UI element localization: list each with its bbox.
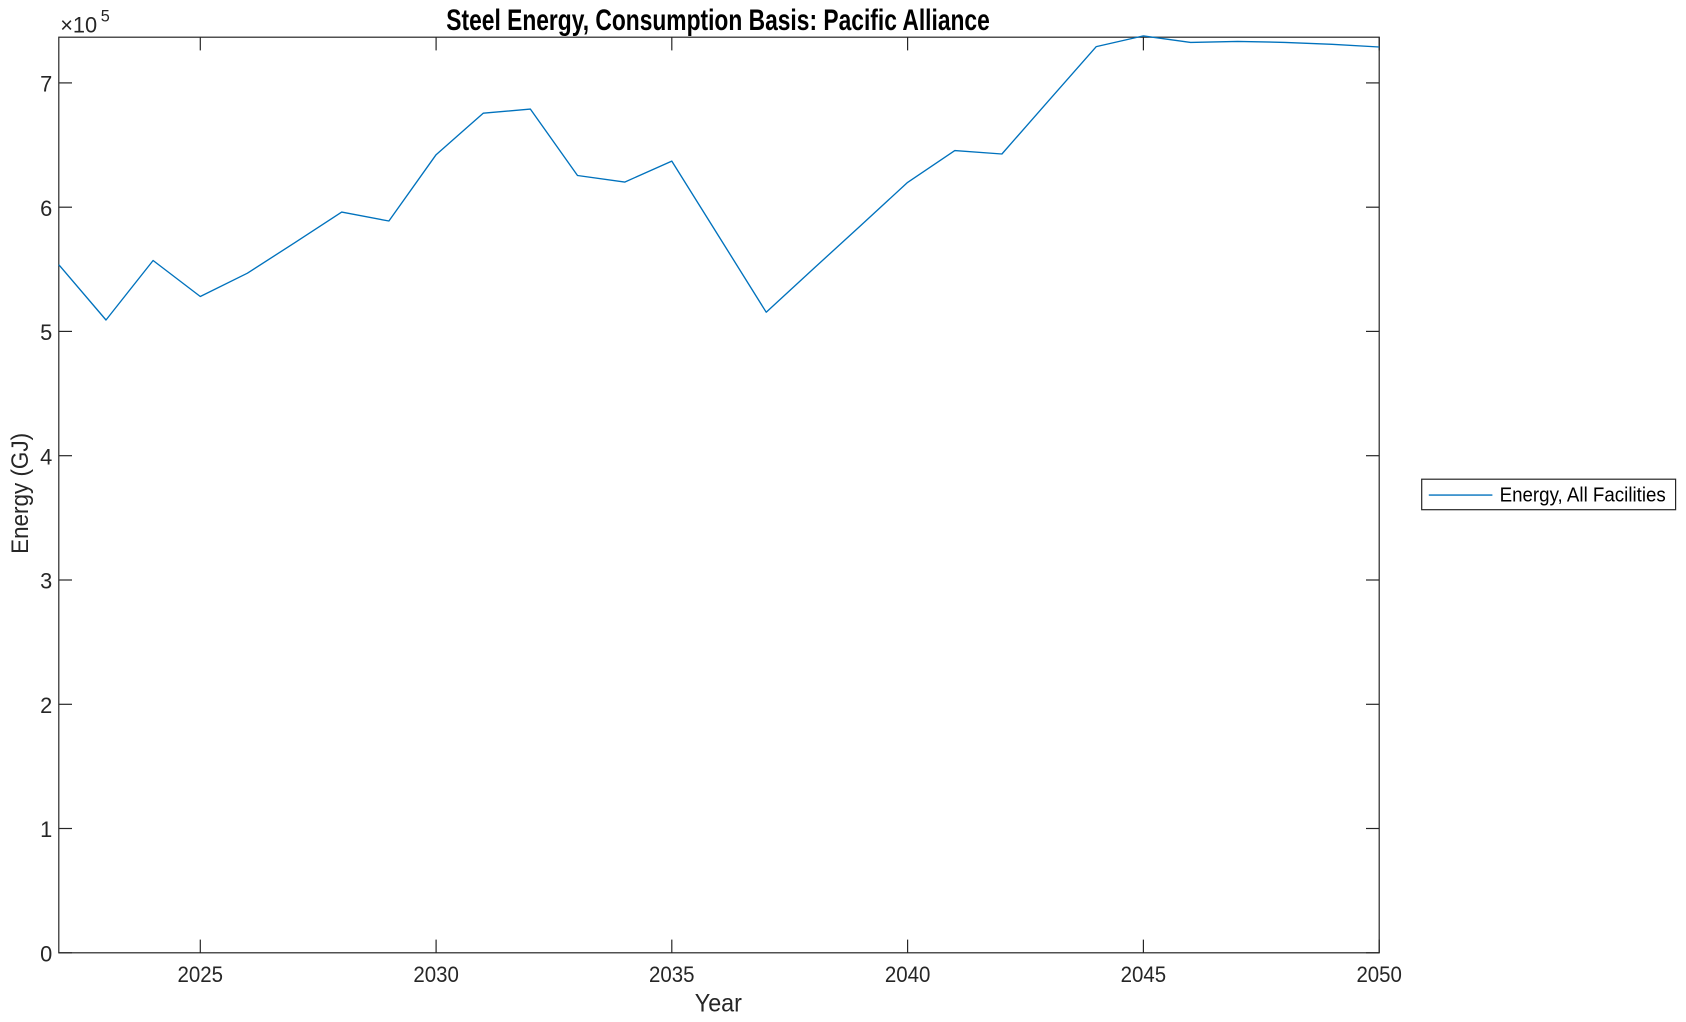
svg-text:Energy, All Facilities: Energy, All Facilities [1500,483,1666,506]
svg-text:2050: 2050 [1356,962,1402,987]
svg-text:7: 7 [40,72,52,97]
svg-text:0: 0 [40,941,52,966]
svg-text:3: 3 [40,569,52,594]
svg-text:2: 2 [40,693,52,718]
svg-text:2045: 2045 [1121,962,1167,987]
svg-text:2035: 2035 [649,962,695,987]
svg-text:4: 4 [40,444,52,469]
svg-text:2025: 2025 [178,962,224,987]
svg-text:2030: 2030 [413,962,459,987]
svg-text:2040: 2040 [885,962,931,987]
svg-text:6: 6 [40,196,52,221]
svg-text:Energy (GJ): Energy (GJ) [7,433,34,554]
svg-text:1: 1 [40,817,52,842]
svg-text:5: 5 [40,320,52,345]
svg-text:Year: Year [695,990,743,1018]
svg-text:Steel Energy, Consumption Basi: Steel Energy, Consumption Basis: Pacific… [446,4,990,37]
